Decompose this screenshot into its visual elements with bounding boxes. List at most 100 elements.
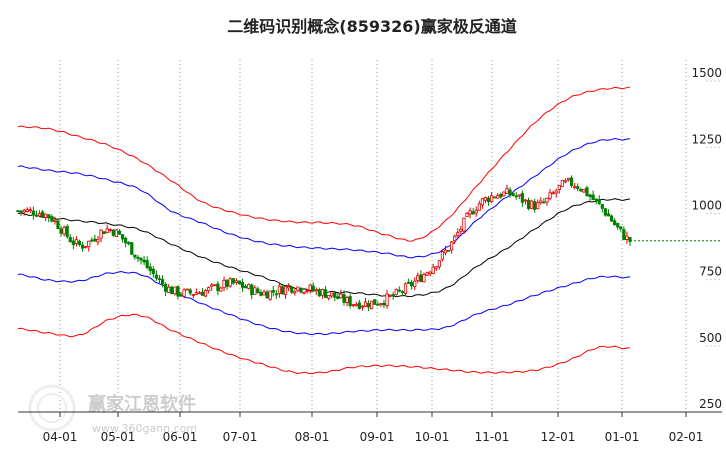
candle-body — [336, 296, 340, 300]
candles — [16, 175, 722, 312]
candle-body — [47, 214, 51, 219]
x-tick-label: 05-01 — [101, 430, 136, 444]
candle-body — [136, 257, 140, 259]
candle-body — [293, 291, 297, 294]
candle-body — [363, 301, 368, 307]
candle-body — [31, 210, 35, 216]
candle-body — [74, 239, 79, 244]
candle-body — [117, 230, 122, 235]
candle-body — [459, 229, 463, 232]
candle-body — [468, 210, 472, 215]
candle-body — [41, 211, 45, 218]
candle-body — [502, 191, 506, 197]
x-tick-label: 02-01 — [669, 430, 704, 444]
candle-body — [157, 278, 162, 281]
x-tick-label: 04-01 — [43, 430, 78, 444]
candle-body — [250, 284, 254, 296]
candle-body — [462, 217, 466, 232]
candle-body — [339, 293, 343, 299]
candle-body — [480, 198, 484, 206]
candle-body — [465, 212, 469, 218]
candle-body — [616, 222, 620, 228]
candle-body — [545, 197, 549, 203]
candle-body — [108, 229, 112, 231]
candle-body — [22, 209, 26, 213]
candle-body — [296, 286, 300, 291]
candle-body — [182, 289, 186, 297]
candle-body — [370, 300, 374, 309]
candle-body — [437, 260, 441, 268]
candle-body — [373, 299, 377, 305]
candle-body — [416, 275, 420, 281]
candle-body — [554, 190, 558, 194]
candle-body — [151, 268, 155, 275]
candle-body — [394, 289, 398, 296]
candle-body — [548, 192, 552, 199]
candle-body — [185, 288, 189, 291]
candle-body — [403, 283, 408, 294]
candle-body — [440, 251, 445, 260]
inner-lower-band — [17, 270, 631, 336]
candle-body — [410, 281, 414, 287]
candle-body — [496, 195, 500, 199]
candle-body — [145, 260, 149, 268]
candle-body — [53, 219, 57, 222]
candle-body — [114, 229, 119, 237]
candle-body — [422, 274, 426, 283]
candle-body — [219, 287, 223, 292]
candle-body — [542, 201, 546, 204]
candle-body — [342, 294, 346, 303]
candle-body — [533, 201, 537, 210]
x-tick-label: 11-01 — [475, 430, 510, 444]
candle-body — [434, 266, 438, 269]
candle-body — [600, 203, 604, 209]
candle-body — [93, 238, 97, 242]
candle-body — [62, 227, 66, 235]
candle-body — [327, 295, 331, 299]
candle-body — [262, 291, 266, 296]
candle-body — [520, 193, 524, 203]
candle-body — [391, 294, 395, 297]
candle-body — [557, 185, 561, 190]
candle-body — [253, 287, 257, 295]
candle-body — [105, 228, 109, 233]
candle-body — [385, 293, 389, 306]
candle-body — [87, 240, 91, 248]
candle-body — [154, 274, 158, 279]
candle-body — [188, 289, 192, 294]
candle-body — [446, 249, 451, 252]
watermark-logo — [28, 384, 76, 432]
x-tick-label: 08-01 — [295, 430, 330, 444]
candle-body — [234, 280, 238, 283]
candle-body — [59, 228, 63, 234]
candle-body — [323, 289, 328, 298]
candle-body — [237, 280, 242, 285]
x-tick-label: 12-01 — [541, 430, 576, 444]
candle-body — [536, 202, 540, 210]
axes: 250 500 750 1000 1250 1500 04-01 05-01 06-01 07-0… — [18, 66, 722, 444]
candle-body — [203, 290, 208, 297]
candle-body — [84, 246, 88, 248]
candle-body — [277, 285, 282, 294]
candle-body — [194, 292, 198, 295]
candle-body — [539, 200, 543, 204]
candle-body — [268, 290, 272, 300]
x-tick-label: 09-01 — [360, 430, 395, 444]
candle-body — [160, 279, 165, 285]
candle-body — [225, 279, 229, 287]
candle-body — [102, 231, 106, 235]
candle-body — [606, 213, 611, 217]
candle-body — [477, 203, 481, 211]
channel-bands — [17, 86, 631, 375]
candle-body — [622, 229, 626, 240]
candle-body — [320, 289, 325, 296]
watermark-url: www.360gann.com — [92, 422, 197, 435]
candle-body — [265, 291, 269, 299]
candle-body — [471, 211, 475, 215]
candle-body — [569, 177, 574, 186]
candle-body — [271, 290, 275, 293]
candle-body — [283, 286, 288, 295]
candle-body — [259, 292, 263, 296]
candle-body — [382, 302, 386, 306]
candle-body — [139, 257, 143, 261]
